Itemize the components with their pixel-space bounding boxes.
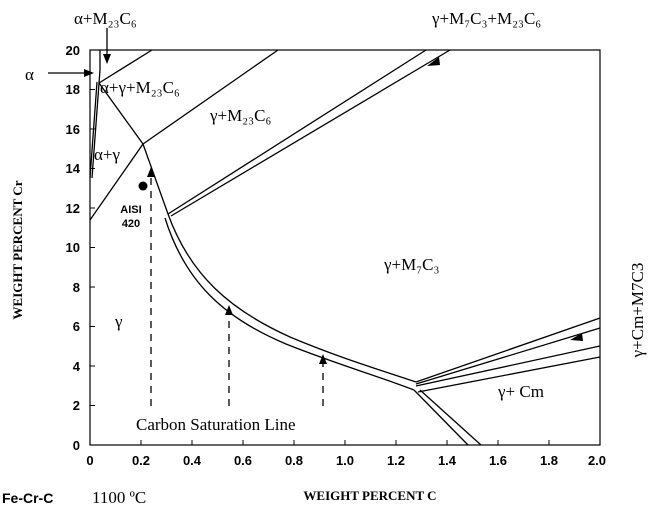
arrowhead-1 (147, 167, 155, 177)
alpha-boundary-a (89, 81, 98, 179)
m7c3-upper-line-b (170, 49, 451, 217)
x-tick: 0.2 (132, 453, 150, 468)
triple-to-corner-line (142, 143, 169, 215)
x-tick: 0.4 (183, 453, 202, 468)
alpha-boundary-b (91, 50, 101, 179)
m7c3-upper-line-a (167, 49, 427, 215)
carbon-saturation-dashes (150, 175, 324, 406)
y-tick: 16 (66, 122, 80, 137)
carbon-saturation-label: Carbon Saturation Line (136, 415, 296, 434)
arrowhead-3 (319, 354, 327, 364)
right-arrowhead (570, 333, 583, 341)
y-axis-title: WEIGHT PERCENT Cr (10, 180, 25, 319)
y-tick: 20 (66, 43, 80, 58)
tick-marks (89, 49, 601, 446)
region-gamma-m7c3-m23c6: γ+M₇C₃+M₂₃C₆ (431, 9, 541, 28)
x-tick: 1.0 (336, 453, 354, 468)
x-tick: 1.8 (540, 453, 558, 468)
x-tick: 1.4 (438, 453, 457, 468)
region-alpha-gamma: α+γ (94, 145, 120, 164)
y-tick: 10 (66, 240, 80, 255)
alpha-gamma-lower-line (89, 143, 144, 221)
region-alpha: α (25, 65, 34, 84)
alpha-pointer-head (84, 69, 94, 77)
phase-boundaries (89, 49, 601, 446)
aisi-label-line2: 420 (122, 218, 140, 230)
x-tick: 1.2 (387, 453, 405, 468)
alpha-m23c6-pointer-head (103, 54, 111, 64)
y-tick: 2 (73, 398, 80, 413)
cm-m7c3-line-d (417, 356, 601, 393)
alpha-gamma-upper-line (98, 82, 144, 145)
y-tick: 8 (73, 280, 80, 295)
y-tick-labels: 0 2 4 6 8 10 12 14 16 18 20 (66, 43, 81, 453)
region-gamma-m23c6: γ+M₂₃C₆ (209, 106, 271, 125)
alpha-m23c6-line (98, 49, 153, 84)
cm-m7c3-line-c (415, 345, 601, 387)
x-tick: 2.0 (588, 453, 606, 468)
temperature-title: 1100 ºC (92, 488, 146, 507)
saturation-curve-a (167, 213, 417, 383)
arrowhead-2 (225, 305, 233, 315)
cm-m7c3-line-b (415, 327, 601, 385)
system-title: Fe-Cr-C (2, 490, 53, 506)
aisi-420-point (138, 181, 148, 191)
x-tick: 1.6 (489, 453, 507, 468)
top-right-arrowhead (427, 57, 440, 66)
cm-boundary-a (413, 389, 469, 446)
x-tick: 0.6 (234, 453, 252, 468)
x-tick-labels: 0 0.2 0.4 0.6 0.8 1.0 1.2 1.4 1.6 1.8 2.… (86, 453, 606, 468)
y-tick: 0 (73, 438, 80, 453)
gamma-m23c6-upper-line (142, 49, 279, 145)
cm-boundary-b (419, 389, 482, 446)
x-axis-title: WEIGHT PERCENT C (303, 488, 436, 503)
region-gamma-cm-m7c3: γ+Cm+M7C3 (628, 263, 647, 359)
x-tick: 0.8 (285, 453, 303, 468)
region-gamma: γ (114, 312, 123, 331)
saturation-curve-b (164, 217, 415, 391)
region-alpha-gamma-m23c6: α+γ+M₂₃C₆ (100, 78, 180, 97)
y-tick: 4 (73, 359, 81, 374)
region-alpha-m23c6: α+M₂₃C₆ (74, 9, 137, 28)
y-tick: 14 (66, 161, 81, 176)
region-gamma-cm: γ+ Cm (497, 382, 544, 401)
cm-m7c3-line-a (415, 317, 601, 383)
y-tick: 18 (66, 82, 80, 97)
x-tick: 0 (86, 453, 93, 468)
y-tick: 12 (66, 201, 80, 216)
aisi-label-line1: AISI (120, 204, 141, 216)
region-gamma-m7c3: γ+M₇C₃ (383, 255, 439, 274)
y-tick: 6 (73, 319, 80, 334)
